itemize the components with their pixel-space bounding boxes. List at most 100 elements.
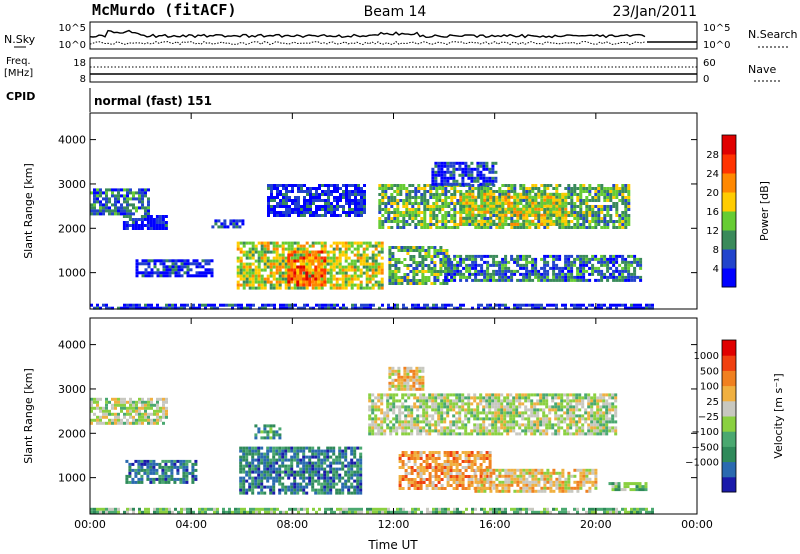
power-data-cell: [564, 210, 568, 214]
power-data-cell: [150, 271, 154, 275]
velocity-data-cell: [239, 446, 243, 450]
velocity-data-cell: [242, 449, 246, 453]
velocity-data-cell: [302, 461, 306, 465]
power-data-cell: [399, 211, 403, 214]
power-data-cell: [138, 188, 141, 192]
power-data-cell: [332, 256, 336, 260]
power-data-cell: [597, 184, 601, 187]
power-data-cell: [423, 199, 427, 202]
power-data-cell: [525, 195, 529, 199]
power-data-cell: [411, 205, 415, 208]
power-data-cell: [335, 259, 339, 263]
power-data-cell: [492, 269, 496, 273]
power-data-cell: [534, 306, 537, 310]
velocity-data-cell: [272, 479, 276, 483]
power-data-cell: [531, 266, 535, 270]
velocity-data-cell: [359, 467, 363, 471]
power-data-cell: [344, 265, 348, 269]
velocity-data-cell: [314, 461, 318, 465]
power-data-cell: [537, 207, 541, 211]
power-data-cell: [120, 188, 123, 192]
velocity-data-cell: [144, 412, 147, 416]
velocity-data-cell: [269, 485, 273, 489]
power-data-cell: [495, 260, 499, 264]
power-data-cell: [567, 184, 571, 187]
power-data-cell: [480, 226, 484, 229]
power-data-cell: [354, 199, 357, 202]
power-colorbar-tick-label: 28: [706, 150, 719, 161]
power-data-cell: [303, 184, 306, 187]
power-data-cell: [513, 184, 517, 187]
power-data-cell: [621, 199, 625, 202]
velocity-data-cell: [473, 393, 477, 397]
velocity-data-cell: [147, 415, 150, 419]
power-data-cell: [474, 260, 478, 264]
velocity-data-cell: [410, 432, 414, 436]
velocity-data-cell: [141, 406, 144, 410]
power-data-cell: [588, 190, 592, 193]
power-data-cell: [204, 306, 207, 310]
power-data-cell: [495, 190, 499, 193]
power-data-cell: [480, 263, 484, 267]
velocity-data-cell: [299, 473, 303, 477]
power-data-cell: [393, 217, 397, 220]
power-data-cell: [141, 194, 144, 198]
power-data-cell: [528, 226, 532, 229]
power-data-cell: [105, 188, 108, 192]
power-data-cell: [432, 193, 436, 196]
power-data-cell: [573, 187, 577, 190]
power-data-cell: [450, 272, 454, 276]
power-data-cell: [248, 256, 252, 260]
power-data-cell: [353, 271, 357, 275]
power-data-cell: [439, 261, 443, 264]
power-data-cell: [546, 269, 550, 273]
power-data-cell: [408, 208, 412, 211]
power-data-cell: [342, 208, 345, 211]
velocity-data-cell: [356, 485, 360, 489]
power-data-cell: [251, 286, 255, 290]
power-data-cell: [630, 306, 633, 310]
velocity-data-cell: [452, 432, 456, 436]
velocity-data-cell: [431, 399, 435, 403]
power-data-cell: [180, 262, 184, 266]
power-data-cell: [390, 226, 394, 229]
power-data-cell: [450, 187, 454, 190]
power-data-cell: [464, 173, 468, 177]
power-data-cell: [510, 257, 514, 261]
power-data-cell: [266, 259, 270, 263]
power-data-cell: [348, 211, 351, 214]
power-data-cell: [359, 259, 363, 263]
power-data-cell: [114, 212, 117, 216]
power-data-cell: [594, 193, 598, 196]
velocity-data-cell: [317, 449, 321, 453]
velocity-data-cell: [284, 446, 288, 450]
velocity-data-cell: [401, 429, 405, 433]
power-data-cell: [507, 278, 511, 282]
power-data-cell: [597, 193, 601, 196]
power-data-cell: [177, 271, 181, 275]
power-data-cell: [105, 206, 108, 210]
power-data-cell: [287, 268, 291, 272]
power-data-cell: [486, 207, 490, 211]
power-data-cell: [300, 214, 303, 217]
power-data-cell: [380, 256, 384, 260]
power-data-cell: [333, 187, 336, 190]
velocity-data-cell: [485, 429, 489, 433]
power-data-cell: [174, 268, 178, 272]
power-data-cell: [296, 241, 300, 245]
power-data-cell: [366, 306, 369, 310]
velocity-data-cell: [269, 476, 273, 480]
velocity-data-cell: [488, 417, 492, 421]
power-data-cell: [332, 274, 336, 278]
power-data-cell: [516, 201, 520, 205]
power-data-cell: [330, 193, 333, 196]
power-data-cell: [260, 247, 264, 251]
power-data-cell: [486, 210, 490, 214]
velocity-data-cell: [335, 488, 339, 492]
power-data-cell: [320, 277, 324, 281]
velocity-data-cell: [284, 455, 288, 459]
velocity-data-cell: [269, 467, 273, 471]
power-data-cell: [290, 247, 294, 251]
power-data-cell: [311, 259, 315, 263]
power-data-cell: [421, 258, 425, 261]
